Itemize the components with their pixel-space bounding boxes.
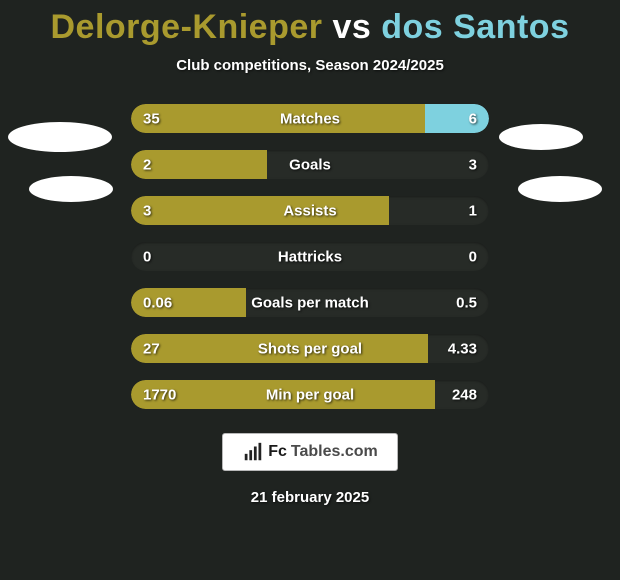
bar-label: Assists <box>283 202 336 219</box>
stat-bar: 3 Assists 1 <box>131 196 489 225</box>
bar-value-left: 0 <box>143 248 151 265</box>
bar-value-left: 27 <box>143 340 160 357</box>
stat-bar: 0.06 Goals per match 0.5 <box>131 288 489 317</box>
title-player2: dos Santos <box>381 8 569 46</box>
bar-label: Shots per goal <box>258 340 362 357</box>
bar-value-right: 4.33 <box>448 340 477 357</box>
badge-tables: Tables.com <box>291 443 378 461</box>
bar-value-left: 35 <box>143 110 160 127</box>
bar-label: Matches <box>280 110 340 127</box>
stat-bar: 2 Goals 3 <box>131 150 489 179</box>
bar-value-left: 3 <box>143 202 151 219</box>
decorative-ellipse <box>518 176 602 202</box>
bar-value-left: 0.06 <box>143 294 172 311</box>
comparison-title: Delorge-Knieper vs dos Santos <box>0 0 620 47</box>
bar-label: Goals per match <box>251 294 369 311</box>
bar-label: Hattricks <box>278 248 342 265</box>
badge-fc: Fc <box>268 443 287 461</box>
bars-logo-icon <box>242 441 264 463</box>
decorative-ellipse <box>8 122 112 152</box>
decorative-ellipse <box>29 176 113 202</box>
bar-fill-right <box>425 104 489 133</box>
stat-bars: 35 Matches 6 2 Goals 3 3 Assists 1 0 Hattricks 0 0.0… <box>131 104 489 409</box>
date-label: 21 february 2025 <box>0 489 620 506</box>
stat-bar: 1770 Min per goal 248 <box>131 380 489 409</box>
stat-bar: 0 Hattricks 0 <box>131 242 489 271</box>
title-player1: Delorge-Knieper <box>51 8 323 46</box>
bar-value-right: 3 <box>469 156 477 173</box>
bar-value-left: 2 <box>143 156 151 173</box>
bar-value-left: 1770 <box>143 386 176 403</box>
subtitle: Club competitions, Season 2024/2025 <box>0 57 620 74</box>
bar-value-right: 1 <box>469 202 477 219</box>
stat-bar: 27 Shots per goal 4.33 <box>131 334 489 363</box>
bar-value-right: 0.5 <box>456 294 477 311</box>
title-vs: vs <box>332 8 371 46</box>
bar-fill-left <box>131 104 425 133</box>
bar-fill-left <box>131 150 267 179</box>
fctables-badge[interactable]: FcTables.com <box>222 433 398 471</box>
bar-value-right: 6 <box>469 110 477 127</box>
bar-label: Goals <box>289 156 331 173</box>
stat-bar: 35 Matches 6 <box>131 104 489 133</box>
bar-fill-left <box>131 196 389 225</box>
bar-label: Min per goal <box>266 386 354 403</box>
bar-value-right: 248 <box>452 386 477 403</box>
decorative-ellipse <box>499 124 583 150</box>
bar-value-right: 0 <box>469 248 477 265</box>
